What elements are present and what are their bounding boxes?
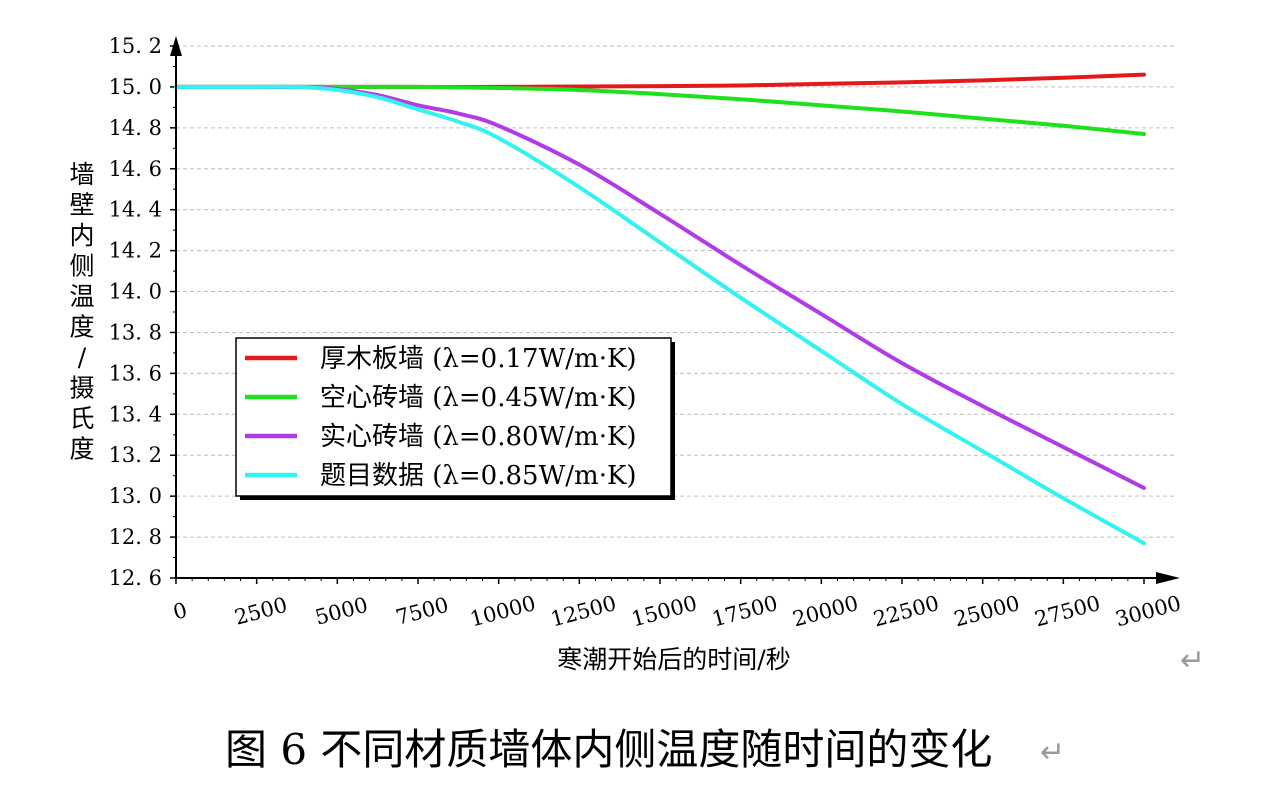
series-line xyxy=(174,84,1146,136)
x-axis-arrow xyxy=(1156,572,1180,584)
y-tick-label: 15. 2 xyxy=(109,34,162,58)
y-tick-label: 13. 0 xyxy=(109,484,162,508)
legend-label: 实心砖墙 (λ=0.80W/m·K) xyxy=(320,422,637,452)
y-axis-title-char: 壁 xyxy=(69,191,94,220)
x-tick-label: 17500 xyxy=(709,591,780,631)
y-tick-label: 13. 2 xyxy=(109,443,162,467)
y-axis-title-char: 内 xyxy=(69,221,94,250)
y-tick-label: 13. 4 xyxy=(109,402,162,426)
y-tick-label: 14. 6 xyxy=(109,157,162,181)
legend: 厚木板墙 (λ=0.17W/m·K) 空心砖墙 (λ=0.45W/m·K) 实心砖墙… xyxy=(235,337,675,500)
y-tick-labels: 15. 2 15. 0 14. 8 14. 6 14. 4 14. 2 14. 0 13. 8… xyxy=(109,34,162,590)
y-axis-title-char: 侧 xyxy=(69,252,94,281)
legend-label: 空心砖墙 (λ=0.45W/m·K) xyxy=(320,383,637,413)
y-tick-label: 14. 4 xyxy=(109,198,162,222)
axes xyxy=(170,36,1180,584)
x-tick-label: 27500 xyxy=(1032,591,1103,631)
legend-box xyxy=(235,337,672,497)
y-axis-arrow xyxy=(170,36,182,56)
y-tick-label: 15. 0 xyxy=(109,75,162,99)
x-tick-label: 12500 xyxy=(548,591,619,631)
x-tick-label: 2500 xyxy=(232,593,290,630)
y-tick-label: 14. 2 xyxy=(109,239,162,263)
y-tick-label: 13. 8 xyxy=(109,320,162,344)
y-axis-title-char: 度 xyxy=(69,313,94,342)
x-tick-label: 30000 xyxy=(1113,591,1184,631)
minor-ticks xyxy=(170,45,1145,584)
y-tick-label: 14. 0 xyxy=(109,280,162,304)
x-tick-label: 5000 xyxy=(313,593,371,630)
x-tick-label: 15000 xyxy=(629,591,700,631)
series-line xyxy=(174,84,1146,546)
y-axis-title-char: 摄 xyxy=(69,374,94,403)
return-mark-caption: ↵ xyxy=(1040,735,1065,770)
x-tick-label: 22500 xyxy=(871,591,942,631)
x-tick-label: 10000 xyxy=(467,591,538,631)
x-tick-label: 7500 xyxy=(393,593,451,630)
y-axis-title-char: 墙 xyxy=(69,160,94,189)
series-lines xyxy=(174,72,1146,546)
legend-label: 厚木板墙 (λ=0.17W/m·K) xyxy=(320,344,637,374)
y-axis-title-char: / xyxy=(78,343,87,372)
figure-caption: 图 6 不同材质墙体内侧温度随时间的变化 xyxy=(225,725,992,774)
y-tick-label: 14. 8 xyxy=(109,116,162,140)
y-tick-label: 12. 6 xyxy=(109,566,162,590)
x-tick-label: 25000 xyxy=(951,591,1022,631)
x-tick-label: 20000 xyxy=(790,591,861,631)
y-axis-title-char: 度 xyxy=(69,435,94,464)
x-tick-labels: 0 2500 5000 7500 10000 12500 15000 17500 20000 22… xyxy=(171,591,1184,631)
legend-label: 题目数据 (λ=0.85W/m·K) xyxy=(320,461,637,491)
return-mark-chart: ↵ xyxy=(1180,643,1205,678)
y-axis-title-char: 氏 xyxy=(69,404,94,433)
y-tick-label: 13. 6 xyxy=(109,361,162,385)
x-axis-title: 寒潮开始后的时间/秒 xyxy=(557,645,790,674)
y-axis-title-char: 温 xyxy=(69,282,94,311)
x-tick-label: 0 xyxy=(171,598,190,625)
y-tick-label: 12. 8 xyxy=(109,525,162,549)
